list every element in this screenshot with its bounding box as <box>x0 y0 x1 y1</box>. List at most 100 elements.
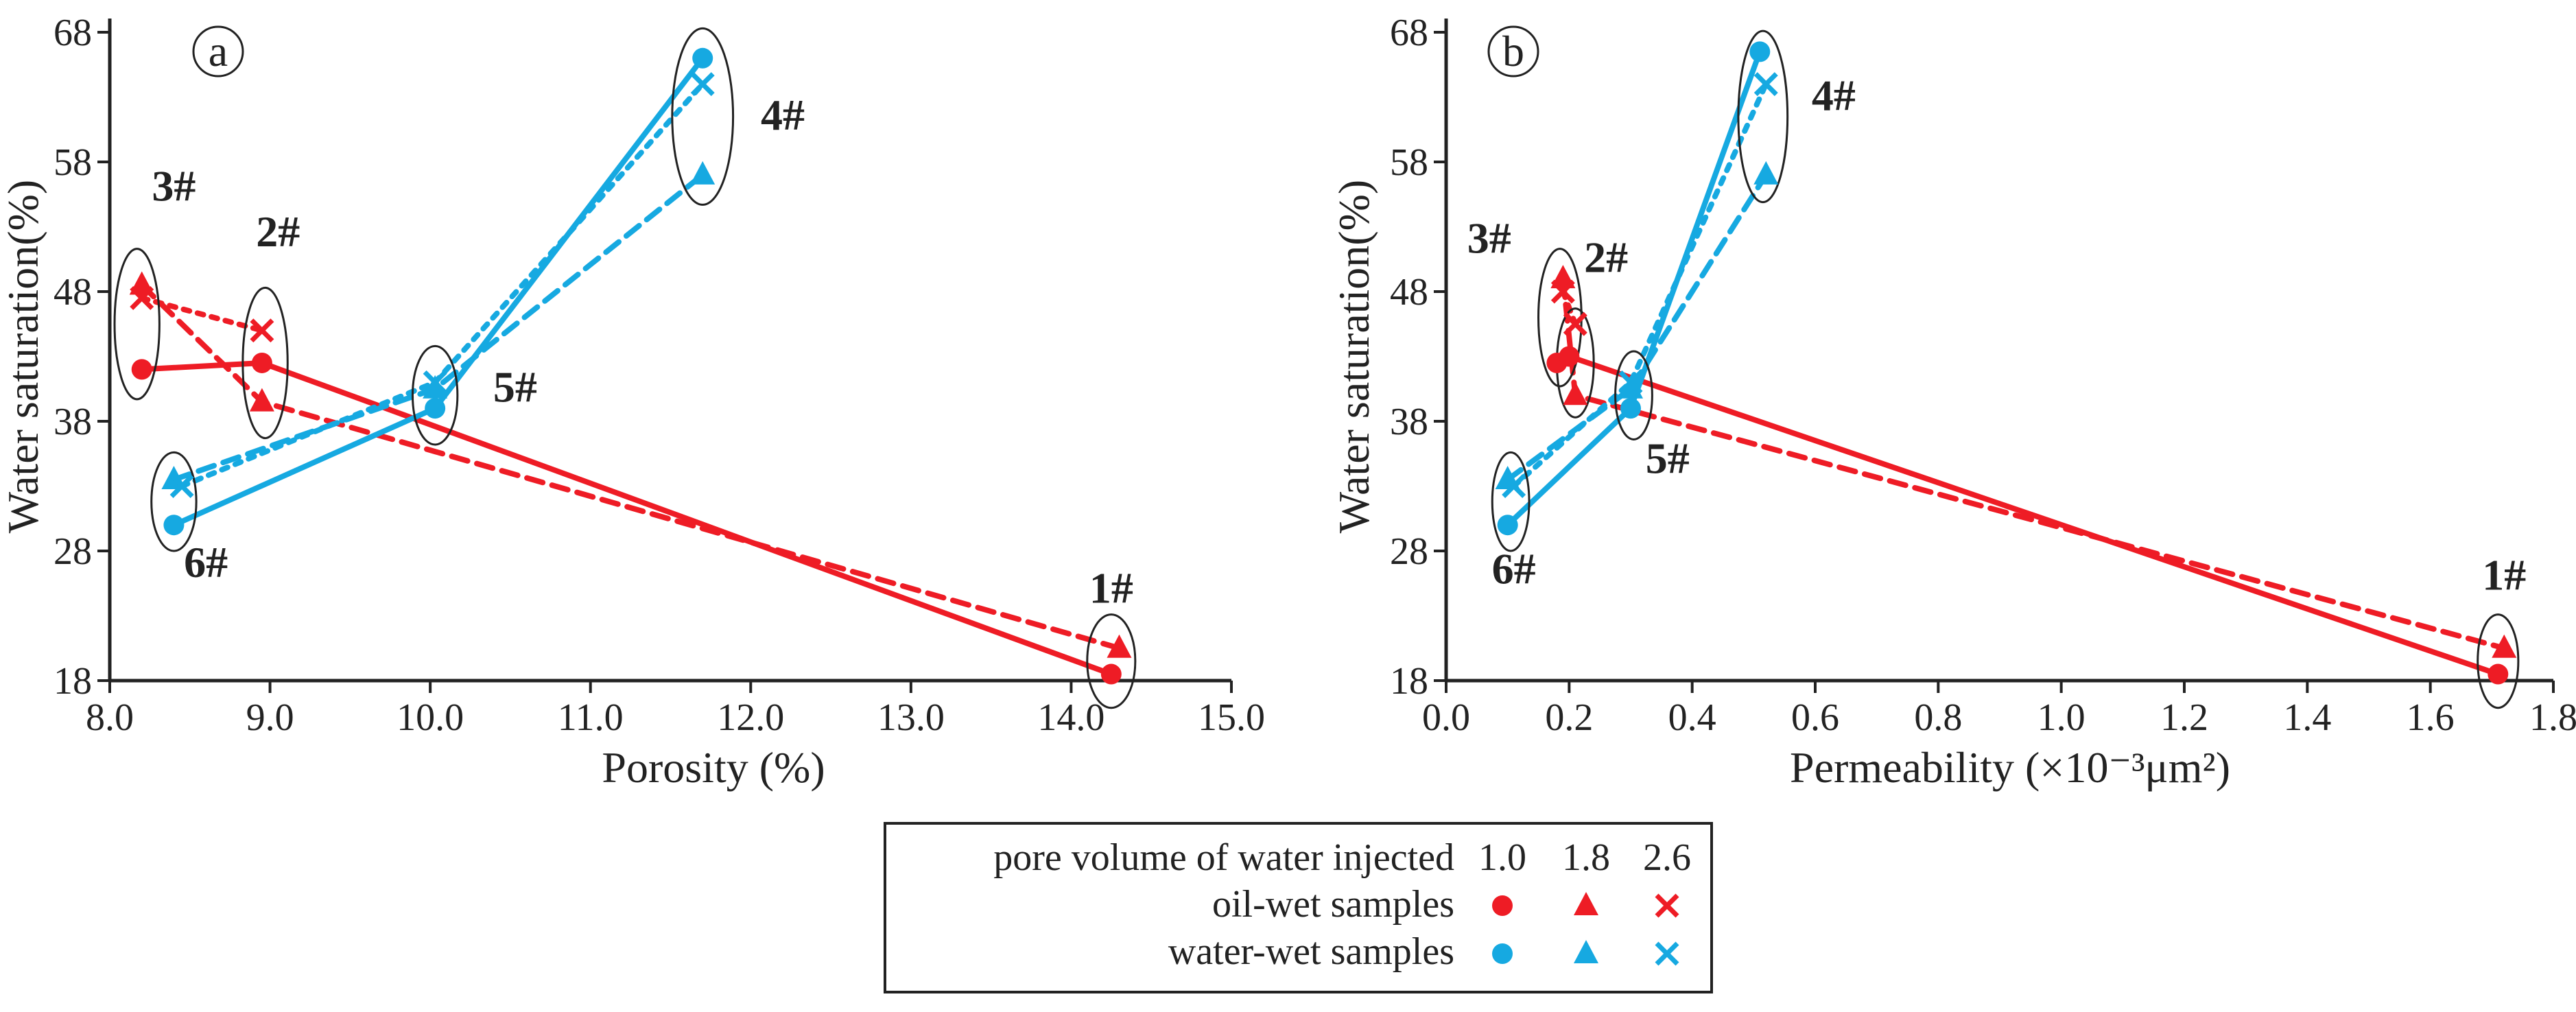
y-axis-title: Water saturation(%) <box>1330 180 1378 534</box>
y-tick-label: 18 <box>1390 660 1428 703</box>
x-tick-label: 1.6 <box>2407 696 2455 739</box>
series-line <box>1560 276 2507 651</box>
y-tick-label: 38 <box>1390 401 1428 443</box>
panel-letter-circle <box>1487 25 1539 78</box>
legend-row-water-label: water-wet samples <box>1168 930 1454 973</box>
x-tick-label: 1.8 <box>2529 696 2576 739</box>
x-tick-label: 0.8 <box>1914 696 1962 739</box>
sample-label: 6# <box>1492 544 1536 593</box>
legend-column-1: 1.0 <box>1478 836 1526 879</box>
series-line <box>139 295 265 333</box>
sample-label: 3# <box>1467 213 1511 262</box>
data-point <box>1563 311 1587 336</box>
y-tick-label: 28 <box>54 530 92 573</box>
data-point <box>1563 381 1588 405</box>
sample-ellipse <box>411 344 459 446</box>
sample-ellipse <box>671 27 735 206</box>
data-point <box>1497 515 1518 536</box>
series-line <box>1504 49 1763 528</box>
sample-ellipse <box>150 451 198 552</box>
sample-ellipse <box>2477 613 2520 709</box>
legend-marker <box>1492 943 1513 964</box>
x-tick-label: 1.4 <box>2283 696 2331 739</box>
panel-b-chart: 0.0 0.2 0.4 0.6 0.8 1.0 1.2 1.4 1.6 1.8 18 28 38 48 58… <box>1330 12 2576 792</box>
y-tick-label: 58 <box>1390 141 1428 184</box>
sample-label: 5# <box>493 363 537 412</box>
sample-ellipse <box>1491 451 1531 552</box>
x-tick-label: 14.0 <box>1037 696 1104 739</box>
x-tick-label: 1.2 <box>2160 696 2208 739</box>
data-point <box>163 515 185 536</box>
x-tick-label: 8.0 <box>86 696 134 739</box>
data-point <box>1620 398 1641 419</box>
panel-letter: b <box>1502 27 1524 75</box>
legend-marker <box>1492 895 1513 916</box>
x-tick-label: 11.0 <box>558 696 624 739</box>
y-tick-label: 68 <box>54 12 92 54</box>
data-point <box>423 375 448 399</box>
x-tick-label: 10.0 <box>397 696 464 739</box>
x-tick-label: 0.0 <box>1422 696 1470 739</box>
data-point <box>1100 663 1122 685</box>
x-tick-label: 1.0 <box>2037 696 2085 739</box>
data-point <box>2488 663 2509 685</box>
data-point <box>250 318 274 343</box>
sample-ellipse <box>1737 30 1789 204</box>
data-point <box>690 72 715 97</box>
data-point <box>1107 634 1132 658</box>
x-tick-label: 13.0 <box>877 696 945 739</box>
sample-ellipse <box>1086 613 1137 709</box>
legend-column-3: 2.6 <box>1643 836 1691 879</box>
data-point <box>425 398 446 419</box>
legend-marker <box>1655 941 1679 966</box>
legend-row-oil-label: oil-wet samples <box>1212 883 1454 926</box>
data-point <box>1618 370 1643 395</box>
x-tick-label: 15.0 <box>1198 696 1265 739</box>
legend-box <box>884 822 1713 993</box>
panel-letter-circle <box>192 25 244 78</box>
legend-header: pore volume of water injected <box>993 836 1454 879</box>
data-point <box>1749 41 1771 62</box>
y-tick-label: 38 <box>54 401 92 443</box>
data-point <box>130 285 154 310</box>
data-point <box>2492 634 2517 658</box>
x-tick-label: 9.0 <box>246 696 294 739</box>
data-point <box>1753 161 1779 185</box>
series-line <box>1554 353 2501 677</box>
data-point <box>1753 72 1778 97</box>
series-line <box>139 282 1122 651</box>
data-point <box>690 161 716 185</box>
sample-ellipse <box>241 286 289 440</box>
legend: pore volume of water injected 1.0 1.8 2.… <box>884 822 1713 993</box>
data-point <box>1550 279 1575 304</box>
sample-label: 1# <box>1089 564 1133 613</box>
sample-label: 3# <box>152 162 196 211</box>
y-tick-label: 48 <box>1390 271 1428 314</box>
sample-label: 2# <box>1584 233 1628 282</box>
data-point <box>1618 375 1643 399</box>
legend-marker <box>1574 892 1598 915</box>
sample-label: 2# <box>256 207 300 256</box>
data-point <box>423 370 447 395</box>
y-tick-label: 28 <box>1390 530 1428 573</box>
panel-letter: a <box>209 27 228 75</box>
data-point <box>251 352 272 373</box>
panel-a-chart: 8.0 9.0 10.0 11.0 12.0 13.0 14.0 15.0 18 28 38 48 58… <box>0 12 1265 792</box>
data-point <box>249 388 274 412</box>
sample-label: 4# <box>1812 71 1856 119</box>
data-point <box>692 47 713 69</box>
y-tick-label: 18 <box>54 660 92 703</box>
sample-ellipse <box>113 248 161 401</box>
data-point <box>131 359 152 380</box>
legend-marker <box>1574 940 1598 963</box>
x-tick-label: 0.2 <box>1545 696 1593 739</box>
x-tick-label: 0.4 <box>1668 696 1716 739</box>
series-line <box>1504 172 1769 483</box>
data-point <box>1559 346 1580 367</box>
sample-label: 4# <box>761 91 805 139</box>
sample-label: 6# <box>184 538 228 587</box>
x-axis-title: Porosity (%) <box>602 743 825 792</box>
x-axis-title: Permeability (×10⁻³μm²) <box>1790 743 2230 792</box>
data-point <box>169 474 194 498</box>
